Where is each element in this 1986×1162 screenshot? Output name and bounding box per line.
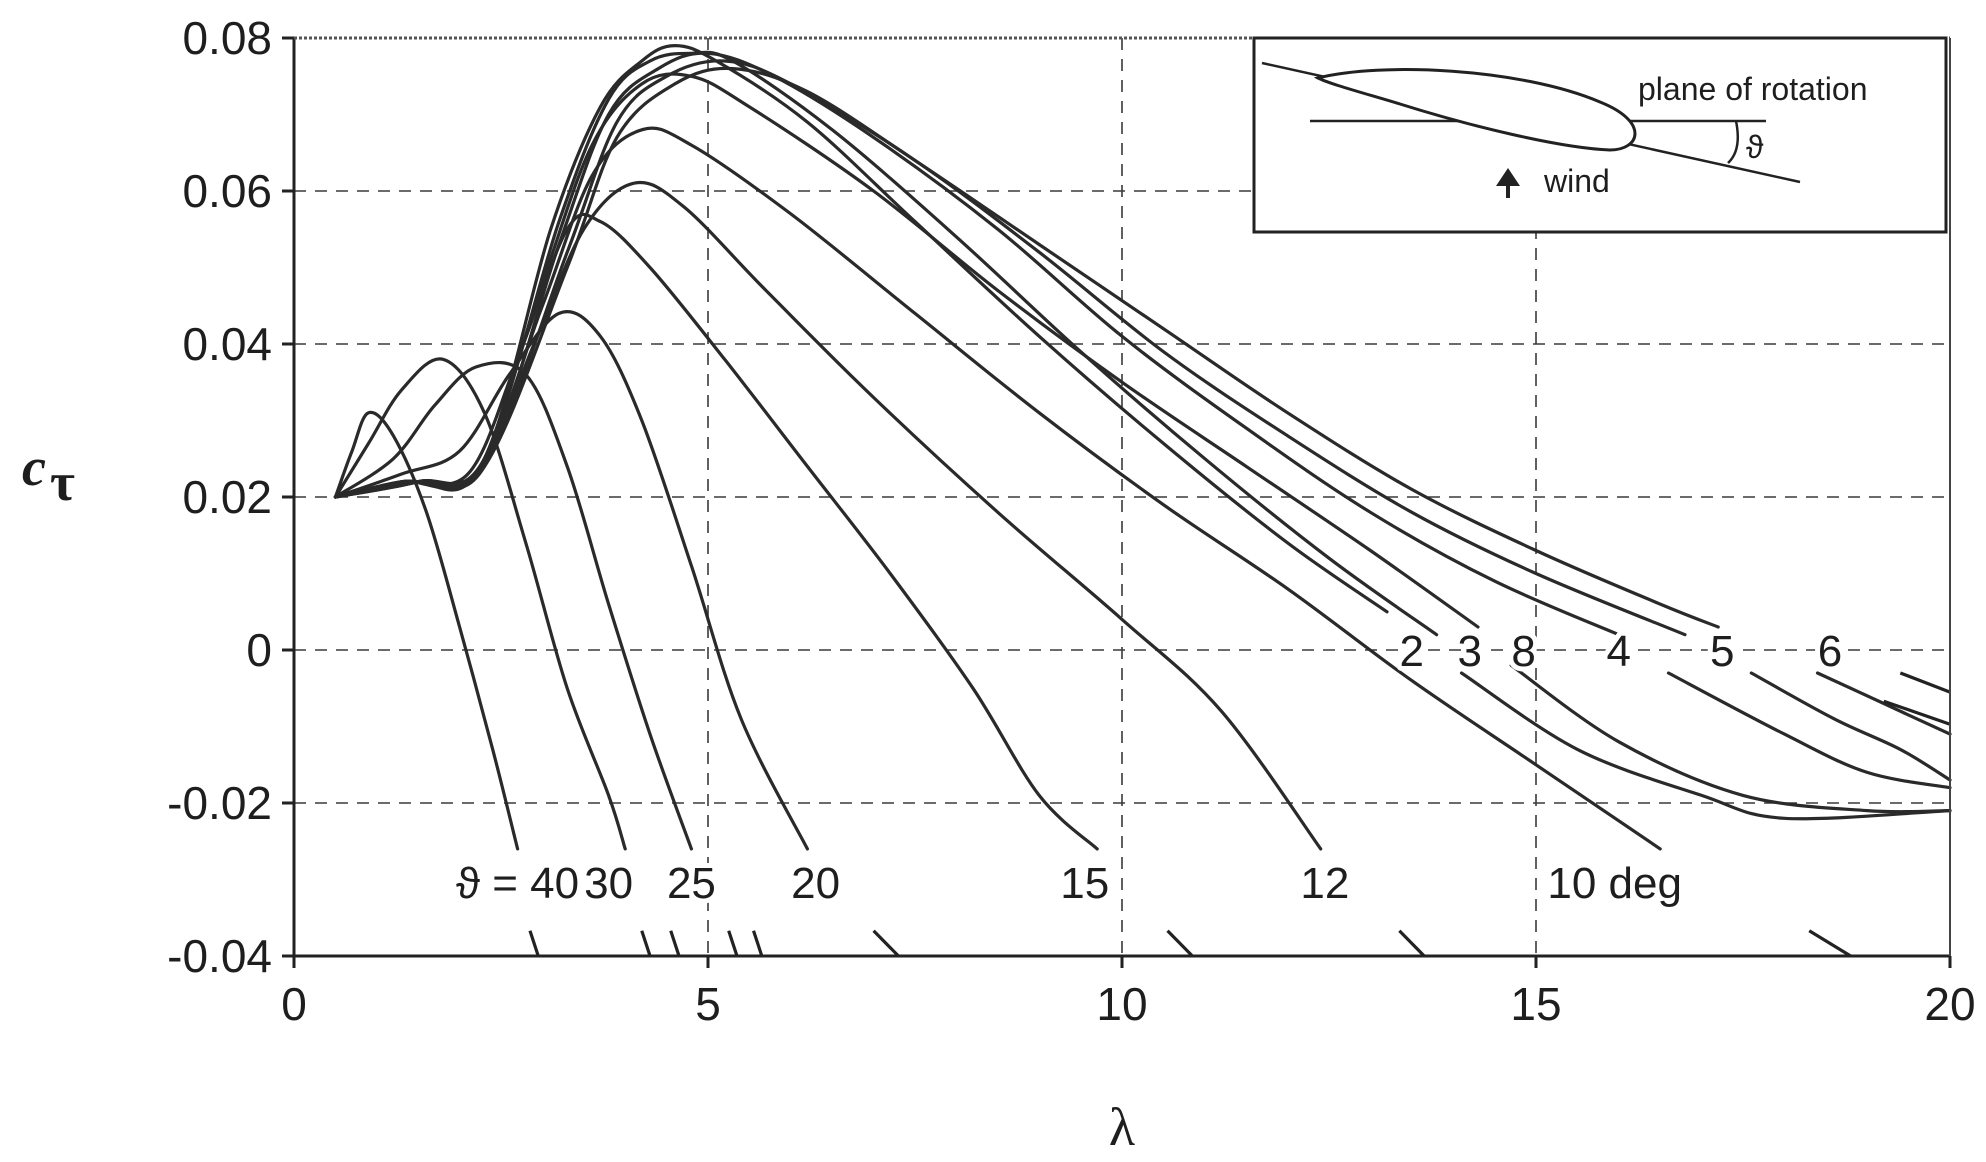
- y-tick-label: 0.02: [182, 471, 272, 523]
- airfoil-shape: [1313, 68, 1637, 152]
- y-tick-label: 0.06: [182, 165, 272, 217]
- angle-arc: [1727, 120, 1739, 164]
- curve-label: 4: [1607, 627, 1631, 676]
- series-tail-9: [1509, 663, 1952, 814]
- stub-segment: [1166, 929, 1194, 958]
- y-tick-label: 0.08: [182, 12, 272, 64]
- plane-of-rotation-label: plane of rotation: [1638, 71, 1868, 107]
- curve-label: 25: [667, 859, 716, 908]
- y-axis-title-subscript: τ: [50, 452, 75, 512]
- y-tick-label: 0: [246, 624, 272, 676]
- curve-label: 6: [1818, 627, 1842, 676]
- series-line-10: [333, 51, 1621, 637]
- curve-labels: ϑ = 40 30 25 20 15 12 10 deg 2 3 8 4 5 6: [451, 622, 1847, 913]
- series-line-0: [333, 410, 520, 851]
- wind-label: wind: [1543, 163, 1610, 199]
- stub-segment: [872, 929, 900, 958]
- stub-segment: [1398, 929, 1426, 958]
- x-tick-label: 0: [281, 978, 307, 1030]
- x-tick-label: 5: [695, 978, 721, 1030]
- x-axis-title: λ: [1109, 1097, 1135, 1157]
- x-tick-label: 15: [1510, 978, 1561, 1030]
- y-axis-title: c: [22, 437, 46, 497]
- series-line-12: [333, 66, 1720, 629]
- stub-segments: [528, 671, 1951, 958]
- curve-label: 12: [1300, 859, 1349, 908]
- stub-segment: [727, 930, 739, 957]
- curve-label: 15: [1060, 859, 1109, 908]
- curve-label: 20: [791, 859, 840, 908]
- y-ticks: 0.08 0.06 0.04 0.02 0 -0.02 -0.04: [167, 12, 294, 982]
- wind-arrow-icon: [1496, 168, 1520, 198]
- stub-segment: [752, 930, 764, 957]
- series-tail-8: [1459, 671, 1952, 821]
- stub-segment: [528, 930, 540, 957]
- curves: [333, 44, 1952, 851]
- y-tick-label: 0.04: [182, 318, 272, 370]
- y-tick-label: -0.02: [167, 777, 272, 829]
- curve-label: 30: [584, 859, 633, 908]
- curve-label: 3: [1458, 627, 1482, 676]
- x-tick-label: 10: [1096, 978, 1147, 1030]
- y-tick-label: -0.04: [167, 930, 272, 982]
- series-line-2: [333, 361, 693, 851]
- stub-segment: [1808, 929, 1852, 958]
- series-line-9: [333, 72, 1480, 629]
- stub-segment: [1899, 671, 1951, 694]
- x-tick-label: 20: [1924, 978, 1975, 1030]
- curve-label: 8: [1511, 627, 1535, 676]
- series-tail-12: [1815, 671, 1952, 736]
- angle-symbol: ϑ: [1746, 129, 1764, 165]
- series-tail-10: [1666, 671, 1952, 790]
- curve-label: 5: [1710, 627, 1734, 676]
- stub-segment: [669, 930, 681, 957]
- series-line-1: [333, 357, 627, 851]
- series-tail-11: [1749, 671, 1952, 782]
- curve-label: ϑ = 40: [456, 859, 579, 908]
- series-line-3: [333, 310, 809, 851]
- curve-label: 2: [1400, 627, 1424, 676]
- stub-segment: [1883, 699, 1951, 726]
- curve-label: 10 deg: [1547, 859, 1682, 908]
- x-ticks: 0 5 10 15 20: [281, 956, 1976, 1030]
- stub-segment: [640, 930, 652, 957]
- inset-diagram: ϑ plane of rotation wind: [1252, 36, 1948, 234]
- series-line-4: [333, 212, 1099, 851]
